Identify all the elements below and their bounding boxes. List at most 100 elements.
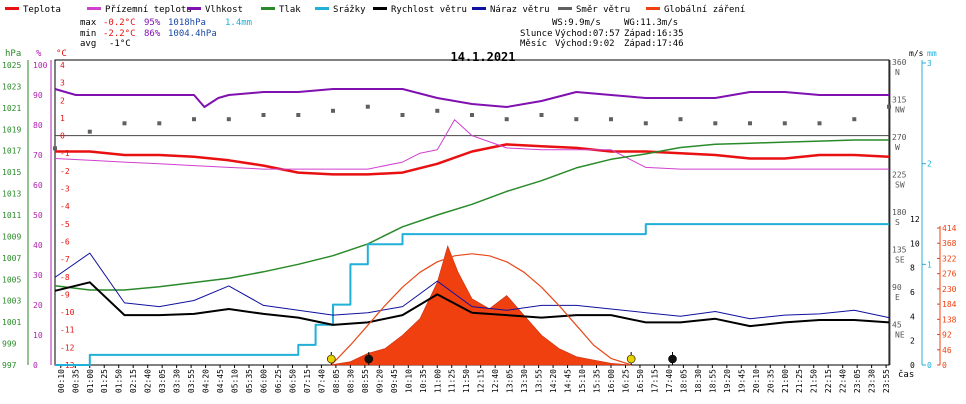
axis-wm2-tick-184: 184 bbox=[942, 300, 957, 309]
axis-ms-tick-6: 6 bbox=[910, 288, 915, 297]
axis-temp-tick--3: -3 bbox=[60, 185, 70, 194]
axis-ms-tick-10: 10 bbox=[910, 239, 920, 248]
axis-x-tick-0125: 01:25 bbox=[100, 369, 109, 393]
chart-title: 14.1.2021 bbox=[450, 50, 515, 64]
axis-x-tick-2035: 20:35 bbox=[766, 369, 775, 393]
series-rychlost-vetru-line bbox=[54, 281, 890, 328]
axis-x-tick-1035: 10:35 bbox=[419, 369, 428, 393]
axis-ms-tick-8: 8 bbox=[910, 264, 915, 273]
series-smer-vetru-point bbox=[192, 117, 196, 122]
axis-temp-tick--12: -12 bbox=[60, 343, 75, 352]
axis-x-tick-1805: 18:05 bbox=[679, 369, 688, 393]
legend-swatch-prizemni-teplota bbox=[87, 7, 101, 10]
stat-min-press: 1004.4hPa bbox=[168, 29, 217, 39]
series-smer-vetru-point bbox=[400, 113, 405, 117]
axis-x-tick-2150: 21:50 bbox=[810, 369, 819, 393]
series-smer-vetru-point bbox=[609, 117, 613, 122]
series-smer-vetru-point bbox=[365, 104, 370, 109]
series-smer-vetru-point bbox=[678, 117, 683, 122]
series-smer-vetru-point bbox=[122, 121, 127, 126]
axis-wm2-tick-276: 276 bbox=[942, 270, 957, 279]
axis-ms-unit: m/s bbox=[909, 49, 924, 58]
axis-hpa-tick-1017: 1017 bbox=[2, 147, 21, 156]
axis-x-tick-1420: 14:20 bbox=[549, 369, 558, 393]
axis-hpa-tick-1021: 1021 bbox=[2, 104, 21, 113]
axis-hpa-tick-1011: 1011 bbox=[2, 211, 21, 220]
axis-temp-tick-0: 0 bbox=[60, 132, 65, 141]
stat-ws: WS:9.9m/s bbox=[552, 18, 601, 28]
legend-swatch-naraz-vetru bbox=[472, 7, 486, 10]
axis-dir-label-e: E bbox=[895, 293, 900, 302]
axis-dir-label-ne: NE bbox=[895, 331, 905, 340]
legend-swatch-vlhkost bbox=[187, 7, 201, 10]
axis-x-tick-1100: 11:00 bbox=[433, 369, 442, 393]
axis-x-tick-1535: 15:35 bbox=[593, 369, 602, 393]
axis-wm2-tick-414: 414 bbox=[942, 224, 957, 233]
axis-ms-tick-2: 2 bbox=[910, 337, 915, 346]
axis-x-tick-0535: 05:35 bbox=[245, 369, 254, 393]
axis-pct-tick-100: 100 bbox=[33, 61, 48, 70]
axis-mm-tick-0: 0 bbox=[927, 361, 932, 370]
legend-swatch-srazky bbox=[315, 7, 329, 10]
axis-x-tick-0740: 07:40 bbox=[317, 369, 326, 393]
axis-x-tick-0035: 00:35 bbox=[71, 369, 80, 393]
axis-x-tick-0305: 03:05 bbox=[158, 369, 167, 393]
axis-hpa-tick-1009: 1009 bbox=[2, 232, 21, 241]
stat-avg-temp: -1°C bbox=[109, 39, 131, 49]
axis-temp-tick-1: 1 bbox=[60, 114, 65, 123]
series-smer-vetru-point bbox=[887, 104, 891, 109]
axis-dir-label-s: S bbox=[895, 218, 900, 227]
axis-x-tick-1715: 17:15 bbox=[650, 369, 659, 393]
legend-swatch-globalni-zareni bbox=[646, 7, 660, 10]
axis-x-tick-1150: 11:50 bbox=[462, 369, 471, 393]
axis-x-tick-2100: 21:00 bbox=[781, 369, 790, 393]
axis-x-tick-2240: 22:40 bbox=[839, 369, 848, 393]
axis-temp-tick--7: -7 bbox=[60, 255, 70, 264]
axis-wm2-tick-0: 0 bbox=[942, 361, 947, 370]
axis-x-tick-0855: 08:55 bbox=[361, 369, 370, 393]
series-smer-vetru-point bbox=[748, 121, 752, 126]
series-smer-vetru-point bbox=[87, 129, 92, 134]
axis-ms-tick-12: 12 bbox=[910, 215, 920, 224]
axis-x-tick-0100: 01:00 bbox=[86, 369, 95, 393]
axis-hpa-tick-1003: 1003 bbox=[2, 297, 21, 306]
axis-temp-tick-4: 4 bbox=[60, 61, 65, 70]
axis-temp-tick--10: -10 bbox=[60, 308, 75, 317]
series-teplota-line bbox=[55, 143, 890, 176]
axis-x-tick-1945: 19:45 bbox=[737, 369, 746, 393]
axis-dir-tick-270: 270 bbox=[892, 133, 907, 142]
axis-x-tick-0420: 04:20 bbox=[202, 369, 211, 393]
axis-wm2-tick-92: 92 bbox=[942, 331, 952, 340]
legend-label-rychlost-vetru: Rychlost větru bbox=[391, 5, 467, 15]
axis-mm-tick-3: 3 bbox=[927, 59, 932, 68]
axis-ms-tick-4: 4 bbox=[910, 312, 915, 321]
series-smer-vetru-point bbox=[504, 117, 509, 122]
axis-x-tick-1740: 17:40 bbox=[665, 369, 674, 393]
stat-moon-label: Měsíc bbox=[520, 39, 547, 49]
axis-wm2-tick-322: 322 bbox=[942, 254, 957, 263]
event-sunrise-marker bbox=[326, 354, 336, 364]
axis-temp-unit: °C bbox=[56, 49, 67, 59]
axis-dir-tick-180: 180 bbox=[892, 208, 907, 217]
series-smer-vetru-point bbox=[643, 121, 648, 126]
axis-hpa-tick-1005: 1005 bbox=[2, 275, 21, 284]
axis-hpa-tick-999: 999 bbox=[2, 340, 17, 349]
legend-label-naraz-vetru: Náraz větru bbox=[490, 5, 550, 15]
legend-label-globalni-zareni: Globální záření bbox=[664, 5, 745, 15]
series-srazky-line bbox=[55, 223, 889, 366]
axis-dir-label-nw: NW bbox=[895, 106, 905, 115]
stat-min-temp: -2.2°C bbox=[103, 29, 136, 39]
series-smer-vetru-point bbox=[782, 121, 787, 126]
axis-x-tick-1855: 18:55 bbox=[708, 369, 717, 393]
axis-dir-tick-315: 315 bbox=[892, 96, 907, 105]
series-teoreticke-zareni-line bbox=[330, 253, 632, 366]
axis-x-tick-0830: 08:30 bbox=[346, 369, 355, 393]
axis-x-tick-2330: 23:30 bbox=[868, 369, 877, 393]
stats-panel: max -0.2°C 95% 1018hPa 1.4mm min -2.2°C 86% 1004… bbox=[80, 18, 684, 49]
series-smer-vetru-point bbox=[226, 117, 231, 122]
axis-x-tick-0240: 02:40 bbox=[144, 369, 153, 393]
axis-dir-tick-360: 360 bbox=[892, 58, 907, 67]
axis-dir-tick-135: 135 bbox=[892, 246, 907, 255]
series-smer-vetru-point bbox=[713, 121, 718, 126]
axis-pct-tick-20: 20 bbox=[33, 301, 43, 310]
